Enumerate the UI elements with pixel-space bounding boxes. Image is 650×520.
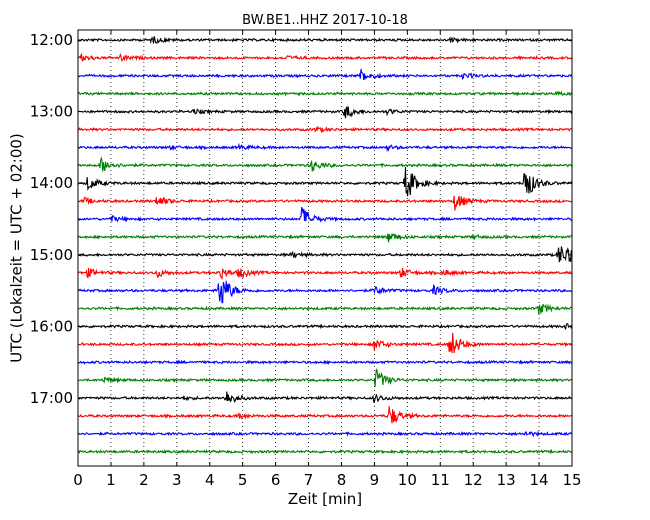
x-tick-label: 12 [464, 471, 483, 489]
y-tick-label: 15:00 [30, 246, 73, 264]
plot-frame [77, 29, 573, 467]
trace-line [77, 332, 573, 354]
x-tick-label: 9 [370, 471, 380, 489]
x-tick-label: 4 [205, 471, 215, 489]
x-tick-label: 6 [271, 471, 281, 489]
x-axis-label: Zeit [min] [288, 490, 362, 508]
x-tick-label: 15 [562, 471, 581, 489]
y-tick-label: 17:00 [30, 389, 73, 407]
y-tick-label: 14:00 [30, 174, 73, 192]
x-tick-label: 8 [337, 471, 347, 489]
trace-line [77, 359, 572, 365]
trace-line [77, 303, 573, 315]
x-tick-label: 1 [106, 471, 116, 489]
x-tick-label: 7 [304, 471, 314, 489]
y-tick-label: 16:00 [30, 317, 73, 335]
trace-line [77, 448, 573, 455]
trace-line [77, 195, 573, 211]
trace-line [77, 323, 573, 331]
x-tick-label: 3 [172, 471, 182, 489]
y-axis-label: UTC (Lokalzeit = UTC + 02:00) [8, 133, 26, 363]
trace-line [77, 280, 573, 304]
x-tick-label: 13 [497, 471, 516, 489]
chart-title: BW.BE1..HHZ 2017-10-18 [242, 13, 408, 28]
trace-line [77, 52, 573, 62]
x-tick-label: 10 [398, 471, 417, 489]
y-tick-labels: 12:00 13:00 14:00 15:00 16:00 17:00 [30, 31, 73, 407]
trace-line [77, 430, 573, 438]
trace-line [77, 166, 573, 197]
trace-line [77, 90, 573, 97]
x-tick-labels: 0 1 2 3 4 5 6 7 8 9 10 11 12 13 14 15 [73, 471, 581, 489]
trace-line [77, 105, 573, 119]
x-tick-label: 0 [73, 471, 83, 489]
x-tick-label: 14 [530, 471, 549, 489]
trace-line [77, 68, 573, 81]
trace-line [77, 233, 573, 243]
trace-lines [77, 36, 573, 455]
tick-marks [77, 30, 573, 466]
y-tick-label: 12:00 [30, 31, 73, 49]
trace-line [77, 125, 573, 134]
x-tick-label: 5 [238, 471, 248, 489]
x-tick-label: 2 [139, 471, 149, 489]
grid-lines [110, 30, 540, 466]
y-tick-label: 13:00 [30, 103, 73, 121]
trace-line [77, 267, 573, 280]
trace-line [77, 207, 573, 223]
trace-line [77, 36, 573, 45]
x-tick-label: 11 [431, 471, 450, 489]
trace-line [77, 246, 573, 263]
trace-line [77, 406, 573, 424]
trace-line [77, 142, 573, 153]
trace-line [77, 391, 573, 404]
trace-line [77, 156, 573, 172]
trace-line [77, 368, 573, 387]
